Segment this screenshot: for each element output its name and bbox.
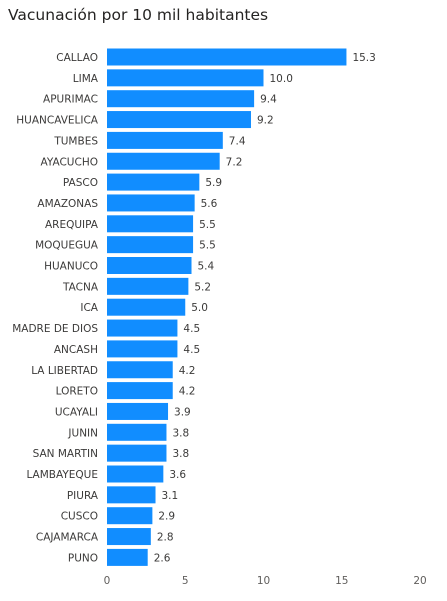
x-tick-label: 10 xyxy=(257,575,270,587)
data-label: 2.8 xyxy=(157,532,174,544)
bar[interactable] xyxy=(107,340,178,358)
category-label: LORETO xyxy=(56,386,98,398)
bar[interactable] xyxy=(107,402,169,420)
bar[interactable] xyxy=(107,382,173,400)
category-label: PASCO xyxy=(63,177,98,189)
data-label: 5.9 xyxy=(205,177,222,189)
data-label: 3.8 xyxy=(172,427,189,439)
category-label: APURIMAC xyxy=(43,94,98,106)
bar[interactable] xyxy=(107,319,178,337)
data-label: 3.9 xyxy=(174,406,191,418)
category-label: ANCASH xyxy=(54,344,98,356)
data-label: 2.6 xyxy=(154,552,171,564)
category-label: CALLAO xyxy=(56,52,98,64)
category-label: TACNA xyxy=(62,281,99,293)
category-label: MADRE DE DIOS xyxy=(12,323,98,335)
data-label: 15.3 xyxy=(352,52,375,64)
x-tick-label: 0 xyxy=(104,575,111,587)
data-label: 4.2 xyxy=(179,386,196,398)
data-label: 9.4 xyxy=(260,94,277,106)
data-label: 9.2 xyxy=(257,115,274,127)
bar[interactable] xyxy=(107,131,223,149)
bar[interactable] xyxy=(107,465,164,483)
data-label: 5.5 xyxy=(199,219,216,231)
bar[interactable] xyxy=(107,173,200,191)
data-label: 5.5 xyxy=(199,240,216,252)
category-label: LIMA xyxy=(73,73,99,85)
bar[interactable] xyxy=(107,444,167,462)
bar[interactable] xyxy=(107,507,153,525)
data-label: 4.5 xyxy=(183,344,200,356)
data-label: 7.2 xyxy=(226,156,243,168)
category-label: LA LIBERTAD xyxy=(31,365,98,377)
category-label: ICA xyxy=(80,302,98,314)
category-label: HUANUCO xyxy=(44,261,98,273)
bar[interactable] xyxy=(107,423,167,441)
category-label: CAJAMARCA xyxy=(36,532,99,544)
category-label: AYACUCHO xyxy=(41,156,98,168)
x-tick-label: 5 xyxy=(182,575,189,587)
data-label: 7.4 xyxy=(229,135,246,147)
bar[interactable] xyxy=(107,236,194,254)
x-tick-label: 15 xyxy=(335,575,348,587)
data-label: 3.1 xyxy=(162,490,179,502)
category-label: JUNIN xyxy=(67,427,98,439)
category-label: SAN MARTIN xyxy=(33,448,98,460)
bar[interactable] xyxy=(107,528,151,546)
data-label: 4.5 xyxy=(183,323,200,335)
bar[interactable] xyxy=(107,277,189,295)
bar[interactable] xyxy=(107,548,148,566)
data-label: 4.2 xyxy=(179,365,196,377)
data-label: 5.6 xyxy=(201,198,218,210)
bar[interactable] xyxy=(107,361,173,379)
x-tick-label: 20 xyxy=(413,575,426,587)
data-label: 10.0 xyxy=(270,73,293,85)
data-label: 5.0 xyxy=(191,302,208,314)
data-label: 3.8 xyxy=(172,448,189,460)
bar[interactable] xyxy=(107,69,264,87)
bar[interactable] xyxy=(107,48,347,66)
category-label: AMAZONAS xyxy=(37,198,98,210)
category-label: HUANCAVELICA xyxy=(16,115,99,127)
data-label: 2.9 xyxy=(158,511,175,523)
data-label: 5.4 xyxy=(198,261,215,273)
bar[interactable] xyxy=(107,257,192,274)
data-label: 5.2 xyxy=(194,281,211,293)
category-label: CUSCO xyxy=(61,511,98,523)
bar[interactable] xyxy=(107,152,220,170)
bar[interactable] xyxy=(107,215,194,233)
bar[interactable] xyxy=(107,90,255,108)
category-label: LAMBAYEQUE xyxy=(26,469,98,481)
category-label: UCAYALI xyxy=(55,406,98,418)
category-label: PUNO xyxy=(68,552,98,564)
chart-title: Vacunación por 10 mil habitantes xyxy=(8,6,269,24)
category-label: PIURA xyxy=(67,490,99,502)
category-label: TUMBES xyxy=(53,135,98,147)
data-label: 3.6 xyxy=(169,469,186,481)
bar[interactable] xyxy=(107,298,186,316)
bar[interactable] xyxy=(107,111,251,129)
category-label: MOQUEGUA xyxy=(35,240,99,252)
category-label: AREQUIPA xyxy=(45,219,99,231)
bar[interactable] xyxy=(107,486,156,504)
bar[interactable] xyxy=(107,194,195,212)
